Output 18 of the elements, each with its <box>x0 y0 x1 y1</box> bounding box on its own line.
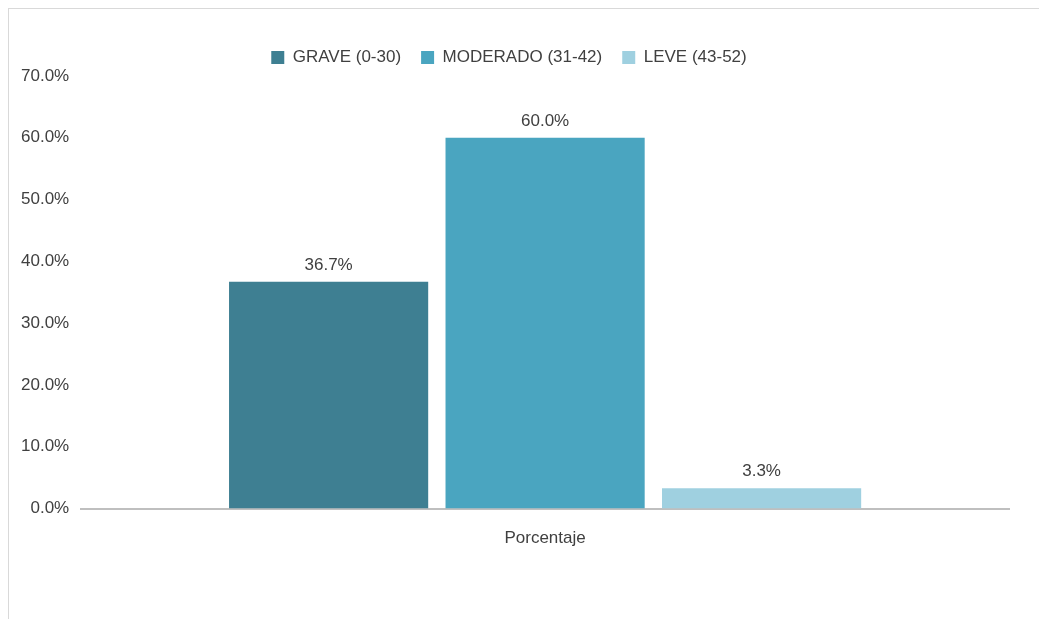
bar <box>662 488 862 509</box>
legend-label: GRAVE (0-30) <box>292 47 402 67</box>
legend-label: LEVE (43-52) <box>643 47 747 67</box>
x-tick-label: Porcentaje <box>504 528 586 548</box>
y-tick-label: 20.0% <box>21 374 70 394</box>
y-tick-label: 0.0% <box>30 498 70 518</box>
data-label: 3.3% <box>742 461 781 481</box>
y-tick-label: 50.0% <box>21 189 70 209</box>
y-tick-label: 60.0% <box>21 127 70 147</box>
y-tick-label: 30.0% <box>21 312 70 332</box>
bar <box>445 137 645 509</box>
y-tick-label: 40.0% <box>21 251 70 271</box>
data-label: 36.7% <box>304 254 353 274</box>
data-label: 60.0% <box>521 110 570 130</box>
legend-label: MODERADO (31-42) <box>442 47 603 67</box>
y-tick-label: 70.0% <box>21 65 70 85</box>
bar <box>229 281 429 509</box>
y-tick-label: 10.0% <box>21 436 70 456</box>
